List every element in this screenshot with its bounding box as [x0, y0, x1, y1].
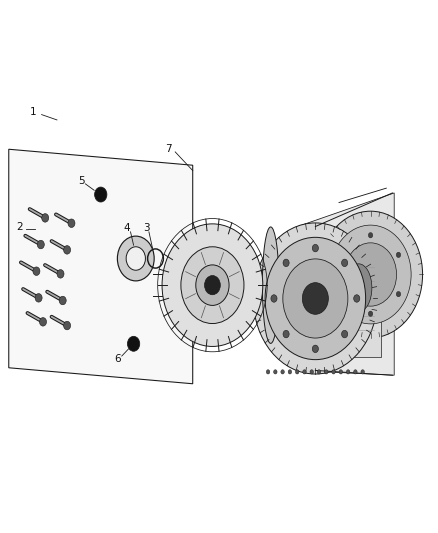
Circle shape — [325, 370, 328, 374]
Circle shape — [342, 330, 348, 338]
Circle shape — [64, 246, 71, 254]
Circle shape — [196, 265, 229, 305]
Circle shape — [68, 219, 75, 228]
Ellipse shape — [262, 227, 279, 343]
Circle shape — [345, 243, 396, 306]
Circle shape — [312, 345, 318, 353]
Circle shape — [162, 224, 263, 346]
Circle shape — [35, 294, 42, 302]
Circle shape — [126, 247, 145, 270]
Circle shape — [39, 318, 46, 326]
Circle shape — [302, 282, 328, 314]
Circle shape — [265, 237, 366, 360]
Circle shape — [283, 259, 348, 338]
Polygon shape — [9, 149, 193, 384]
Circle shape — [59, 296, 66, 305]
Circle shape — [354, 295, 360, 302]
Circle shape — [283, 330, 289, 338]
Circle shape — [295, 370, 299, 374]
Ellipse shape — [346, 264, 372, 312]
Circle shape — [317, 370, 321, 374]
Circle shape — [318, 211, 423, 338]
Circle shape — [37, 240, 44, 249]
Circle shape — [281, 370, 284, 374]
Circle shape — [346, 370, 350, 374]
Circle shape — [127, 336, 140, 351]
Text: 4: 4 — [124, 223, 131, 233]
Circle shape — [271, 295, 277, 302]
Circle shape — [339, 370, 343, 374]
Circle shape — [95, 187, 107, 202]
Circle shape — [64, 321, 71, 330]
Circle shape — [288, 370, 292, 374]
Text: 1: 1 — [29, 107, 36, 117]
Circle shape — [181, 247, 244, 324]
Circle shape — [205, 276, 220, 295]
Circle shape — [342, 259, 348, 266]
Polygon shape — [297, 193, 394, 375]
Circle shape — [368, 232, 373, 238]
Circle shape — [33, 267, 40, 276]
Circle shape — [312, 245, 318, 252]
Circle shape — [353, 370, 357, 374]
Circle shape — [303, 370, 306, 374]
FancyBboxPatch shape — [324, 239, 381, 358]
Circle shape — [274, 370, 277, 374]
Circle shape — [396, 292, 401, 297]
Circle shape — [340, 252, 345, 257]
Circle shape — [332, 370, 336, 374]
Text: 3: 3 — [143, 223, 150, 233]
Circle shape — [361, 370, 364, 374]
Circle shape — [253, 223, 378, 374]
Text: 5: 5 — [78, 176, 85, 186]
Circle shape — [266, 370, 270, 374]
Circle shape — [310, 370, 314, 374]
Circle shape — [340, 292, 345, 297]
Text: 7: 7 — [165, 144, 172, 154]
Text: 2: 2 — [16, 222, 23, 231]
Circle shape — [396, 252, 401, 257]
Circle shape — [368, 311, 373, 317]
Circle shape — [42, 214, 49, 222]
Text: 6: 6 — [114, 354, 121, 364]
Circle shape — [57, 270, 64, 278]
Circle shape — [330, 225, 411, 324]
Circle shape — [283, 259, 289, 266]
Circle shape — [117, 236, 154, 281]
